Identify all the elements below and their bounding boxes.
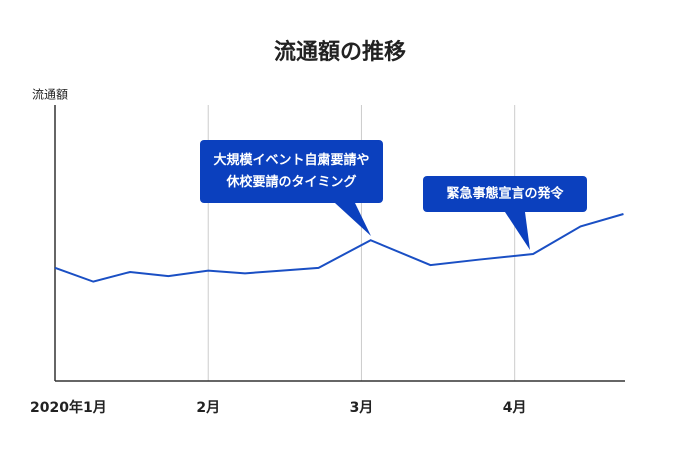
x-tick-label: 4月 [503, 400, 527, 416]
callout-text: 大規模イベント自粛要請や [213, 152, 369, 168]
y-axis-label: 流通額 [32, 88, 68, 102]
callout-text: 緊急事態宣言の発令 [446, 186, 564, 202]
callout-tail [505, 212, 530, 250]
callout-text: 休校要請のタイミング [225, 174, 356, 190]
callout-box [200, 140, 383, 203]
x-tick-label: 2月 [196, 400, 220, 416]
x-tick-label: 3月 [350, 400, 374, 416]
data-line [54, 213, 624, 283]
chart-title: 流通額の推移 [274, 39, 406, 65]
callout-box [423, 176, 587, 212]
callout-tail [335, 203, 371, 236]
x-tick-label: 2020年1月 [30, 399, 107, 416]
